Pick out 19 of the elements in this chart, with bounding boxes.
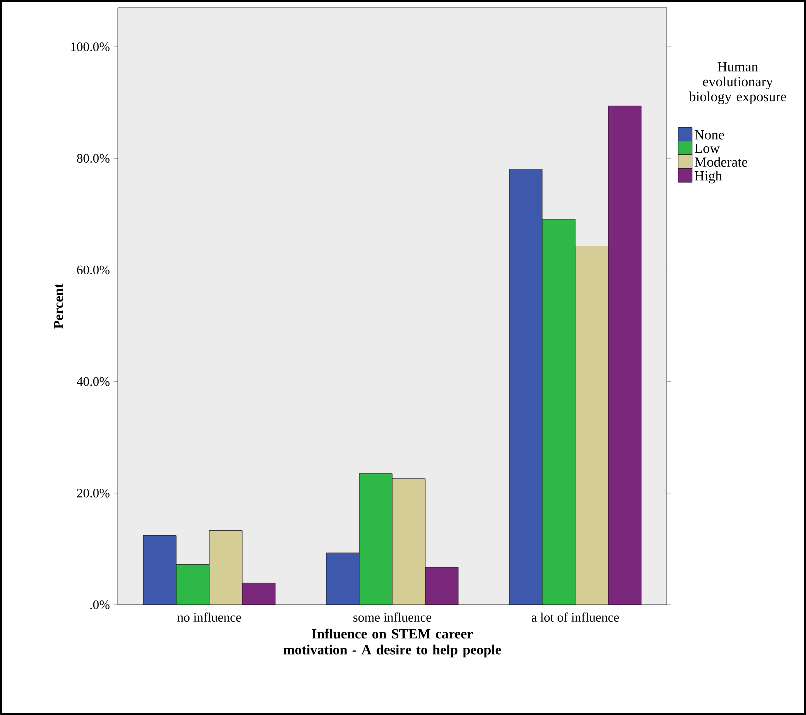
y-tick-label: 40.0% [77, 377, 110, 386]
y-tick-label: 80.0% [77, 154, 110, 164]
y-tick-label: .0% [90, 600, 110, 610]
bar [608, 106, 642, 605]
y-tick-label: 20.0% [77, 489, 110, 498]
legend-label: None [694, 130, 724, 140]
x-tick-label: some influence [354, 612, 432, 622]
legend-title: Human evolutionary biology exposure [689, 62, 786, 104]
y-tick-label: 100.0% [71, 42, 110, 52]
legend-label: High [694, 170, 722, 184]
x-axis-title: Influence on STEM career motivation - A desire to help people [284, 628, 502, 658]
bar [425, 567, 459, 605]
y-axis-title: Percent [54, 284, 64, 329]
legend-label: Low [694, 144, 720, 154]
bar [242, 583, 276, 605]
x-tick-label: a lot of influence [532, 612, 620, 622]
legend-label: Moderate [694, 157, 748, 168]
x-tick-label: no influence [178, 612, 242, 622]
y-tick-label: 60.0% [77, 266, 110, 275]
